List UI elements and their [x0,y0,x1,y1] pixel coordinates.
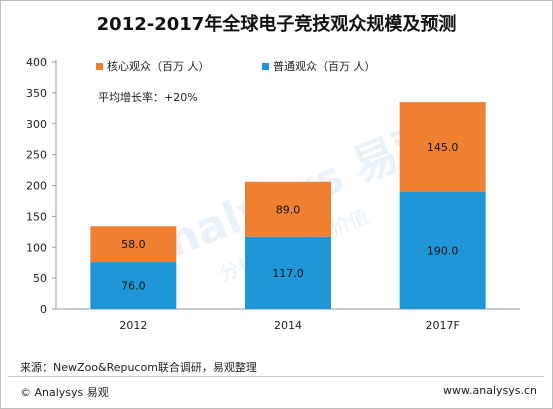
bar-2014-series-0 [245,236,331,309]
data-label: 145.0 [427,141,459,154]
copyright-text: © Analysys 易观 [20,386,109,399]
x-tick-label: 2014 [274,319,302,332]
source-note: 来源：NewZoo&Repucom联合调研，易观整理 [20,361,257,374]
footer-divider [8,376,544,377]
legend-label: 普通观众（百万 人） [273,59,376,73]
legend-swatch [262,63,269,70]
y-tick-label: 300 [26,118,47,131]
data-label: 58.0 [121,238,146,251]
legend-swatch [96,63,103,70]
data-label: 117.0 [272,267,304,280]
y-tick-label: 100 [26,241,47,254]
y-tick-label: 400 [26,56,47,69]
y-tick-label: 150 [26,210,47,223]
bar-2017F-series-0 [399,191,486,309]
y-tick-label: 250 [26,149,47,162]
bar-2012-series-0 [90,262,177,309]
y-tick-label: 50 [33,272,47,285]
bar-2017F-series-1 [399,102,486,192]
bar-2012-series-1 [90,226,177,263]
data-label: 190.0 [427,244,459,257]
website-link[interactable]: www.analysys.cn [443,384,537,397]
data-label: 76.0 [121,280,146,293]
y-tick-label: 350 [26,87,47,100]
data-label: 89.0 [276,203,301,216]
chart-title: 2012-2017年全球电子竞技观众规模及预测 [96,14,457,35]
y-tick-label: 200 [26,180,47,193]
x-tick-label: 2012 [119,319,147,332]
x-tick-label: 2017F [426,319,460,332]
y-tick-label: 0 [40,303,47,316]
legend-label: 核心观众（百万 人） [107,59,210,73]
bar-2014-series-1 [245,181,331,237]
growth-annotation: 平均增长率：+20% [98,90,198,104]
